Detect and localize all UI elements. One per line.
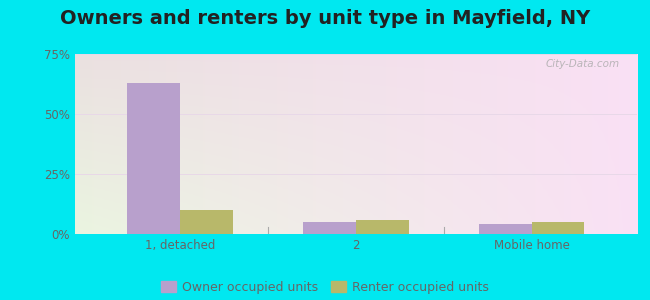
Bar [180,210,233,234]
Bar [127,83,180,234]
Legend: Owner occupied units, Renter occupied units: Owner occupied units, Renter occupied un… [161,281,489,294]
Text: City-Data.com: City-Data.com [546,59,620,69]
Bar [532,222,584,234]
Bar [303,222,356,234]
Bar [356,220,409,234]
Text: Owners and renters by unit type in Mayfield, NY: Owners and renters by unit type in Mayfi… [60,9,590,28]
Bar [479,224,532,234]
